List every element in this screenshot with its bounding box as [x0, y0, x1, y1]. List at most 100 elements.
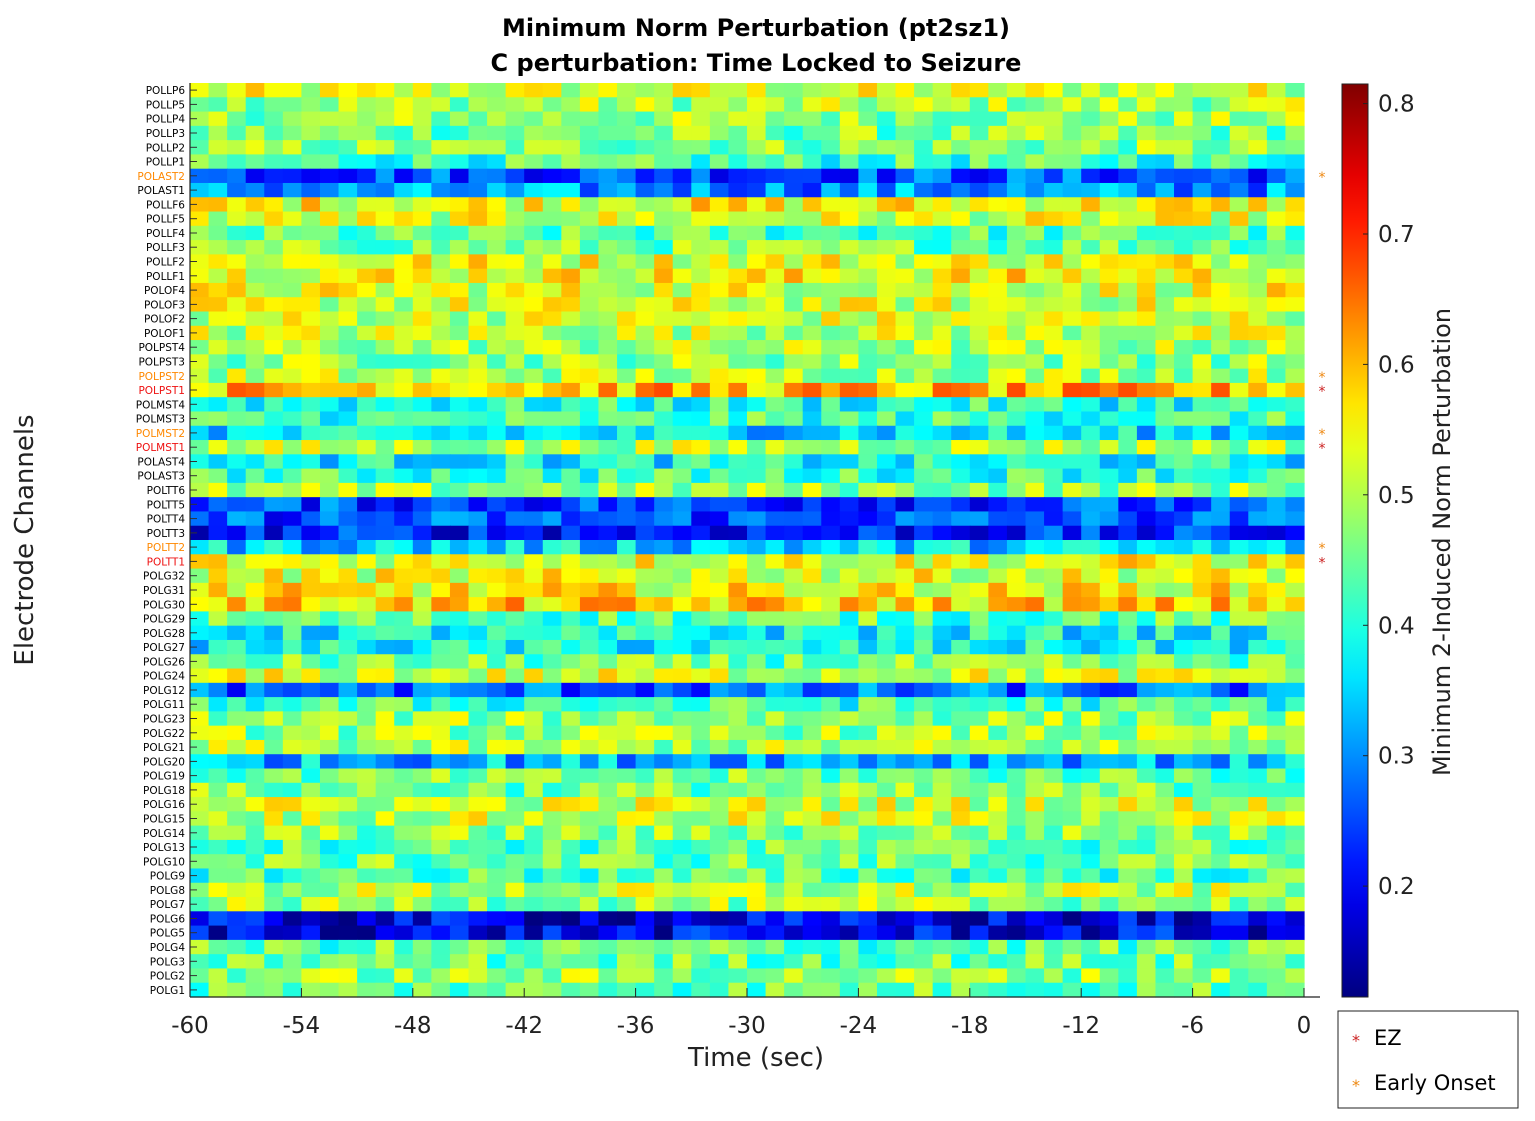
heatmap-cell [876, 83, 897, 98]
heatmap-cell [1044, 97, 1064, 113]
heatmap-cell [1062, 882, 1082, 898]
heatmap-cell [338, 240, 358, 255]
heatmap-cell [876, 140, 897, 156]
heatmap-cell [264, 111, 284, 127]
heatmap-cell [561, 311, 581, 327]
heatmap-cell [319, 97, 340, 113]
heatmap-cell [208, 882, 228, 898]
heatmap-cell [598, 554, 618, 570]
heatmap-cell [487, 982, 507, 998]
heatmap-cell [635, 568, 655, 584]
heatmap-cell [1155, 497, 1175, 513]
heatmap-cell [412, 768, 432, 784]
heatmap-cell [1248, 111, 1268, 127]
heatmap-cell [1174, 725, 1194, 741]
heatmap-cell [542, 83, 562, 98]
heatmap-cell [876, 368, 897, 384]
heatmap-cell [1006, 597, 1027, 613]
heatmap-cell [932, 825, 952, 841]
heatmap-cell [691, 854, 711, 870]
heatmap-cell [932, 811, 952, 827]
heatmap-cell [895, 811, 915, 827]
heatmap-cell [1211, 197, 1231, 213]
heatmap-cell [821, 411, 841, 427]
heatmap-cell [876, 639, 897, 655]
heatmap-cell [654, 654, 674, 670]
heatmap-cell [765, 625, 785, 641]
heatmap-cell [932, 839, 952, 855]
heatmap-cell [784, 768, 804, 784]
heatmap-cell [598, 497, 618, 513]
heatmap-cell [1155, 325, 1175, 341]
heatmap-cell [264, 911, 284, 927]
heatmap-cell [672, 540, 692, 555]
heatmap-cell [1155, 454, 1175, 470]
heatmap-cell [394, 968, 414, 984]
heatmap-cell [579, 211, 600, 227]
heatmap-cell [1285, 540, 1305, 555]
heatmap-cell [895, 482, 915, 498]
heatmap-cell [1025, 154, 1045, 170]
heatmap-cell [709, 354, 730, 370]
heatmap-cell [1266, 839, 1287, 855]
heatmap-cell [1266, 797, 1287, 812]
heatmap-cell [691, 397, 711, 413]
heatmap-cell [1136, 197, 1157, 213]
heatmap-cell [282, 854, 302, 870]
heatmap-cell [1099, 725, 1119, 741]
heatmap-cell [542, 797, 562, 812]
heatmap-cell [932, 754, 952, 770]
heatmap-cell [412, 939, 432, 955]
heatmap-cell [839, 697, 859, 712]
heatmap-cell [1266, 582, 1287, 598]
heatmap-cell [1174, 240, 1194, 255]
heatmap-cell [431, 540, 451, 555]
heatmap-cell [1099, 782, 1119, 798]
heatmap-cell [784, 182, 804, 198]
heatmap-cell [969, 540, 989, 555]
heatmap-cell [1192, 354, 1212, 370]
heatmap-cell [1025, 468, 1045, 484]
heatmap-cell [635, 397, 655, 413]
heatmap-cell [914, 97, 934, 113]
heatmap-cell [1044, 897, 1064, 912]
heatmap-cell [1285, 211, 1305, 227]
heatmap-cell [728, 411, 748, 427]
heatmap-cell [412, 597, 432, 613]
heatmap-cell [1229, 140, 1249, 156]
heatmap-cell [969, 739, 989, 755]
heatmap-cell [1081, 882, 1101, 898]
heatmap-cell [319, 954, 340, 970]
heatmap-cell [1192, 325, 1212, 341]
heatmap-cell [431, 497, 451, 513]
heatmap-cell [245, 854, 265, 870]
heatmap-cell [635, 625, 655, 641]
heatmap-cell [449, 754, 470, 770]
heatmap-cell [1081, 582, 1101, 598]
heatmap-cell [876, 497, 897, 513]
heatmap-cell [1285, 111, 1305, 127]
heatmap-cell [1099, 254, 1119, 270]
heatmap-cell [858, 368, 878, 384]
heatmap-cell [505, 682, 525, 698]
heatmap-cell [858, 211, 878, 227]
heatmap-cell [1099, 911, 1119, 927]
heatmap-cell [357, 382, 377, 398]
heatmap-cell [245, 254, 265, 270]
heatmap-cell [988, 811, 1008, 827]
heatmap-cell [338, 625, 358, 641]
heatmap-cell [876, 554, 897, 570]
heatmap-cell [208, 154, 228, 170]
heatmap-cell [264, 725, 284, 741]
heatmap-cell [1155, 182, 1175, 198]
heatmap-cell [932, 582, 952, 598]
heatmap-cell [524, 154, 544, 170]
heatmap-cell [951, 154, 971, 170]
heatmap-cell [282, 939, 302, 955]
heatmap-cell [301, 954, 321, 970]
heatmap-cell [1081, 725, 1101, 741]
heatmap-cell [876, 897, 897, 912]
heatmap-cell [988, 140, 1008, 156]
heatmap-cell [747, 154, 767, 170]
heatmap-cell [1285, 454, 1305, 470]
